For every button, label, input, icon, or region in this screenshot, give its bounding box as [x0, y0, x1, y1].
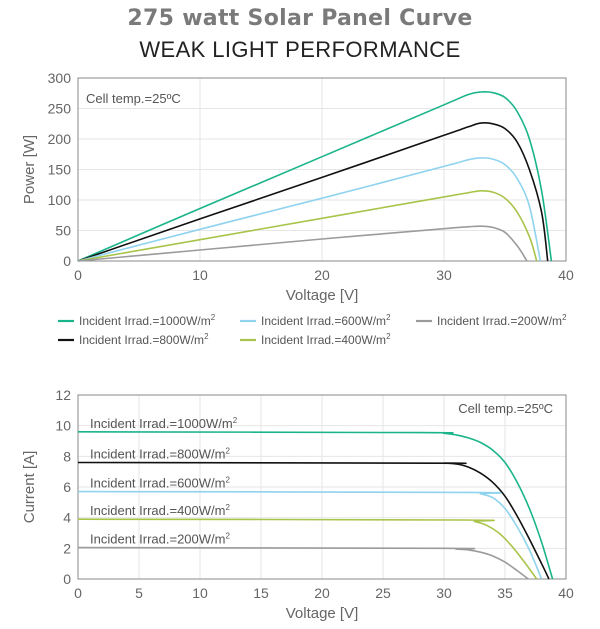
series-label: Incident Irrad.=600W/m2 — [90, 476, 230, 491]
x-axis-label: Voltage [V] — [286, 605, 359, 622]
series-label: Incident Irrad.=1000W/m2 — [90, 416, 238, 431]
series-label: Incident Irrad.=800W/m2 — [90, 446, 230, 461]
series-line — [77, 461, 550, 580]
x-axis-label: Voltage [V] — [286, 287, 359, 304]
y-tick-label: 50 — [55, 223, 71, 239]
page-title: 275 watt Solar Panel Curve — [127, 6, 473, 31]
x-tick-label: 10 — [192, 585, 208, 601]
x-tick-label: 35 — [497, 585, 513, 601]
series-line — [77, 157, 542, 262]
power-voltage-chart: 0 10 20 30 40 0 50 100 150 200 250 300 Voltage [V] Po… — [21, 70, 574, 347]
series-line — [77, 431, 554, 580]
y-tick-label: 10 — [55, 418, 71, 434]
x-tick-label: 0 — [74, 267, 82, 283]
y-tick-label: 4 — [63, 510, 71, 526]
y-axis-label: Current [A] — [21, 451, 38, 524]
series-line — [77, 91, 553, 262]
y-tick-label: 250 — [48, 101, 72, 117]
y-tick-label: 6 — [63, 479, 71, 495]
series-line — [77, 189, 538, 262]
x-tick-label: 30 — [436, 267, 452, 283]
series-line — [77, 122, 549, 262]
x-tick-label: 20 — [314, 585, 330, 601]
y-tick-label: 200 — [48, 131, 72, 147]
series-label: Incident Irrad.=200W/m2 — [90, 532, 230, 547]
series-label: Incident Irrad.=400W/m2 — [90, 503, 230, 518]
y-tick-label: 300 — [48, 70, 72, 86]
cell-temp-note: Cell temp.=25ºC — [458, 401, 553, 416]
y-tick-label: 0 — [63, 253, 71, 269]
legend-label: Incident Irrad.=400W/m2 — [261, 332, 391, 347]
y-tick-label: 8 — [63, 448, 71, 464]
x-tick-label: 20 — [314, 267, 330, 283]
current-voltage-chart: 0 5 10 15 20 25 30 35 40 0 2 4 6 8 10 12 Voltage [V] Curr… — [21, 387, 574, 622]
legend-label: Incident Irrad.=1000W/m2 — [79, 313, 216, 328]
legend-label: Incident Irrad.=200W/m2 — [437, 313, 567, 328]
y-tick-label: 12 — [55, 387, 71, 403]
x-tick-label: 40 — [558, 585, 574, 601]
x-tick-label: 30 — [436, 585, 452, 601]
x-tick-label: 5 — [135, 585, 143, 601]
y-tick-label: 0 — [63, 571, 71, 587]
page-subtitle: WEAK LIGHT PERFORMANCE — [139, 37, 461, 62]
y-tick-label: 100 — [48, 192, 72, 208]
x-tick-label: 15 — [253, 585, 269, 601]
y-tick-label: 150 — [48, 162, 72, 178]
series-line — [77, 490, 543, 580]
x-tick-label: 25 — [375, 585, 391, 601]
plot-frame — [77, 77, 567, 262]
series-line — [77, 546, 529, 580]
cell-temp-note: Cell temp.=25ºC — [86, 91, 181, 106]
y-axis-label: Power [W] — [21, 135, 38, 204]
legend-label: Incident Irrad.=600W/m2 — [261, 313, 391, 328]
series-line — [77, 225, 528, 262]
series-line — [77, 518, 538, 580]
legend-label: Incident Irrad.=800W/m2 — [79, 332, 209, 347]
y-tick-label: 2 — [63, 540, 71, 556]
x-tick-label: 40 — [558, 267, 574, 283]
x-tick-label: 10 — [192, 267, 208, 283]
x-tick-label: 0 — [74, 585, 82, 601]
plot-frame — [77, 394, 567, 580]
